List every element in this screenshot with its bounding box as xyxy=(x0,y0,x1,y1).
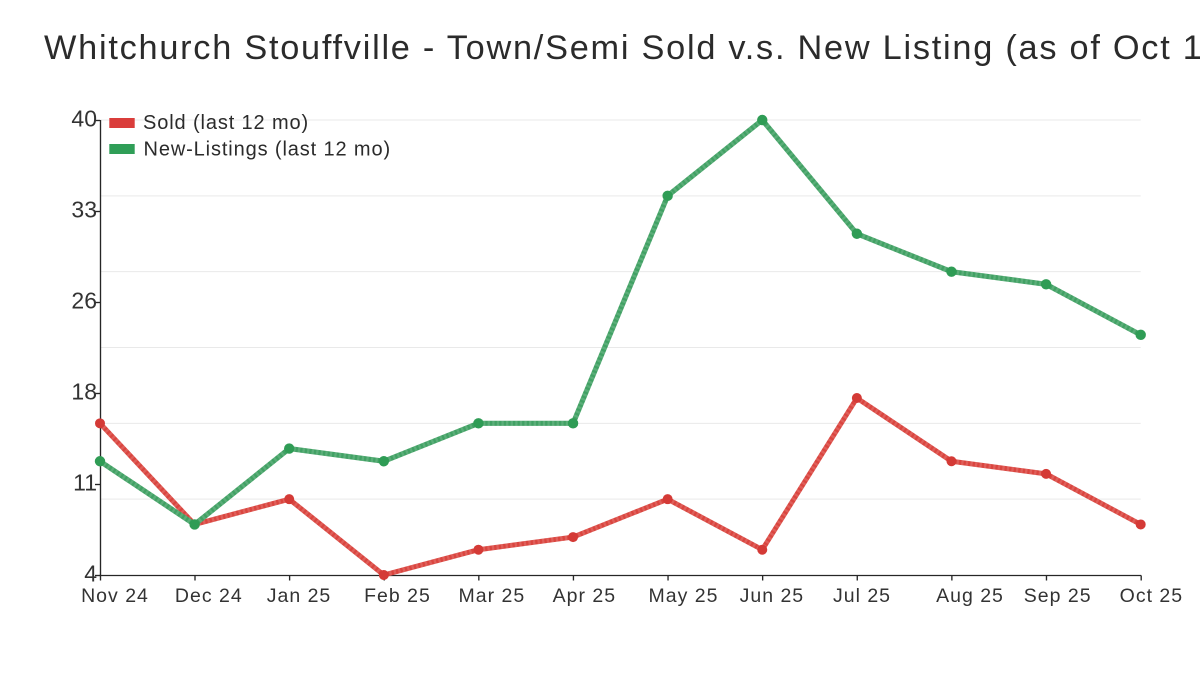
svg-text:11: 11 xyxy=(73,469,97,495)
svg-text:18: 18 xyxy=(71,378,97,404)
svg-text:Sep 25: Sep 25 xyxy=(1024,585,1092,607)
svg-text:Mar 25: Mar 25 xyxy=(459,585,526,607)
svg-text:Aug 25: Aug 25 xyxy=(936,585,1004,607)
svg-text:Nov 24: Nov 24 xyxy=(81,585,149,607)
svg-text:26: 26 xyxy=(71,287,97,313)
svg-text:Apr 25: Apr 25 xyxy=(553,585,616,607)
svg-text:Jul 25: Jul 25 xyxy=(833,585,891,607)
svg-text:Feb 25: Feb 25 xyxy=(364,585,431,607)
svg-text:40: 40 xyxy=(71,105,97,131)
svg-text:Whitchurch Stouffville - Town/: Whitchurch Stouffville - Town/Semi Sold … xyxy=(44,29,1200,67)
svg-text:Oct 25: Oct 25 xyxy=(1120,585,1183,607)
svg-text:33: 33 xyxy=(71,196,97,222)
svg-text:Sold (last 12 mo): Sold (last 12 mo) xyxy=(143,112,309,134)
svg-text:Jan 25: Jan 25 xyxy=(267,585,332,607)
svg-text:May 25: May 25 xyxy=(649,585,719,607)
svg-text:Jun 25: Jun 25 xyxy=(740,585,805,607)
svg-text:Dec 24: Dec 24 xyxy=(175,585,243,607)
svg-text:4: 4 xyxy=(84,560,97,586)
svg-text:New-Listings (last 12 mo): New-Listings (last 12 mo) xyxy=(144,139,392,161)
